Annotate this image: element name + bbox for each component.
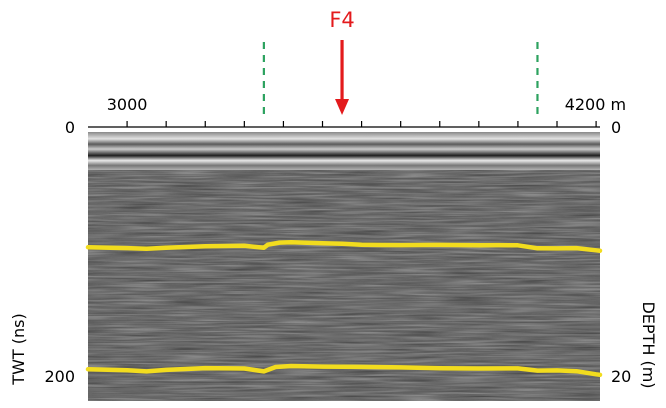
reflector-lines <box>85 239 603 378</box>
right-axis-label: DEPTH (m) <box>639 301 658 388</box>
right-tick-label: 20 <box>611 367 631 386</box>
x-tick-label: 3000 <box>107 95 148 114</box>
x-tick-label: 4200 m <box>565 95 626 114</box>
x-ticks: 3000 4200 m <box>107 95 626 127</box>
marker-arrowhead <box>335 99 350 115</box>
fault-marker: F4 <box>329 8 355 115</box>
reflector-line-1 <box>85 239 603 253</box>
y-ticks: 0 200 0 20 <box>44 118 631 386</box>
left-axis-label: TWT (ns) <box>9 313 28 385</box>
zone-boundaries <box>262 42 539 117</box>
left-tick-label: 200 <box>44 367 75 386</box>
left-tick-label: 0 <box>65 118 75 137</box>
radargram-image <box>88 132 600 401</box>
reflector-line-2 <box>85 363 603 378</box>
marker-label: F4 <box>329 8 354 32</box>
right-tick-label: 0 <box>611 118 621 137</box>
